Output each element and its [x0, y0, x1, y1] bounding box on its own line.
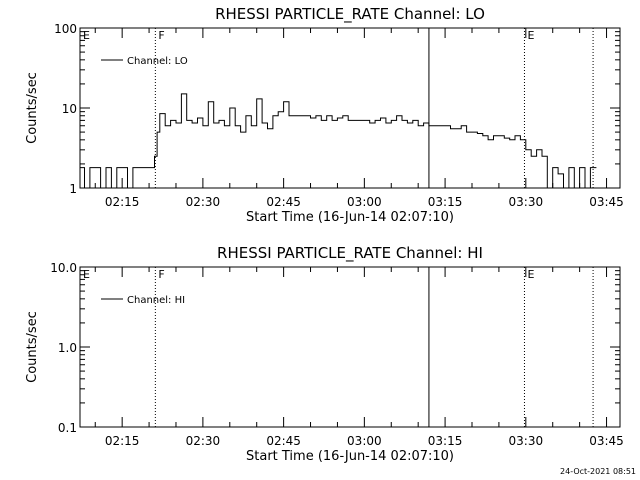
y-tick-label: 1 — [69, 182, 77, 196]
x-tick-label: 02:45 — [266, 195, 301, 209]
x-axis-label: Start Time (16-Jun-14 02:07:10) — [246, 210, 454, 225]
legend-label: Channel: HI — [127, 295, 185, 306]
plot-frame — [79, 266, 621, 428]
edge-marker-label: E — [83, 29, 90, 42]
y-axis-label: Counts/sec — [25, 311, 40, 383]
chart-title: RHESSI PARTICLE_RATE Channel: HI — [217, 244, 483, 263]
x-axis-label: Start Time (16-Jun-14 02:07:10) — [246, 449, 454, 464]
footer-timestamp: 24-Oct-2021 08:51 — [560, 467, 636, 476]
marker-label: E — [527, 268, 534, 281]
marker-label: E — [527, 29, 534, 42]
panel-lo: RHESSI PARTICLE_RATE Channel: LO Counts/s… — [25, 5, 624, 225]
marker-label: F — [158, 268, 164, 281]
legend-label: Channel: LO — [127, 56, 188, 67]
y-tick-label: 0.1 — [58, 421, 77, 435]
x-tick-label: 02:30 — [186, 195, 221, 209]
marker-label: F — [158, 29, 164, 42]
x-tick-label: 02:15 — [105, 195, 140, 209]
plot-frame — [79, 27, 621, 189]
y-tick-label: 100 — [54, 22, 77, 36]
x-tick-label: 03:30 — [509, 195, 544, 209]
x-tick-label: 03:00 — [347, 195, 382, 209]
y-tick-label: 1.0 — [58, 341, 77, 355]
x-tick-label: 03:45 — [589, 195, 624, 209]
y-tick-label: 10.0 — [50, 261, 77, 275]
x-tick-label: 03:00 — [347, 434, 382, 448]
edge-marker-label: E — [83, 268, 90, 281]
series-line-channel-lo — [80, 93, 597, 189]
x-tick-label: 02:30 — [186, 434, 221, 448]
panel-hi: RHESSI PARTICLE_RATE Channel: HI Counts/s… — [25, 244, 624, 464]
x-tick-label: 02:15 — [105, 434, 140, 448]
x-tick-label: 02:45 — [266, 434, 301, 448]
x-tick-label: 03:15 — [428, 434, 463, 448]
y-axis-label: Counts/sec — [25, 72, 40, 144]
y-tick-label: 10 — [62, 102, 77, 116]
chart-title: RHESSI PARTICLE_RATE Channel: LO — [215, 5, 485, 24]
x-tick-label: 03:45 — [589, 434, 624, 448]
x-tick-label: 03:30 — [509, 434, 544, 448]
x-tick-label: 03:15 — [428, 195, 463, 209]
